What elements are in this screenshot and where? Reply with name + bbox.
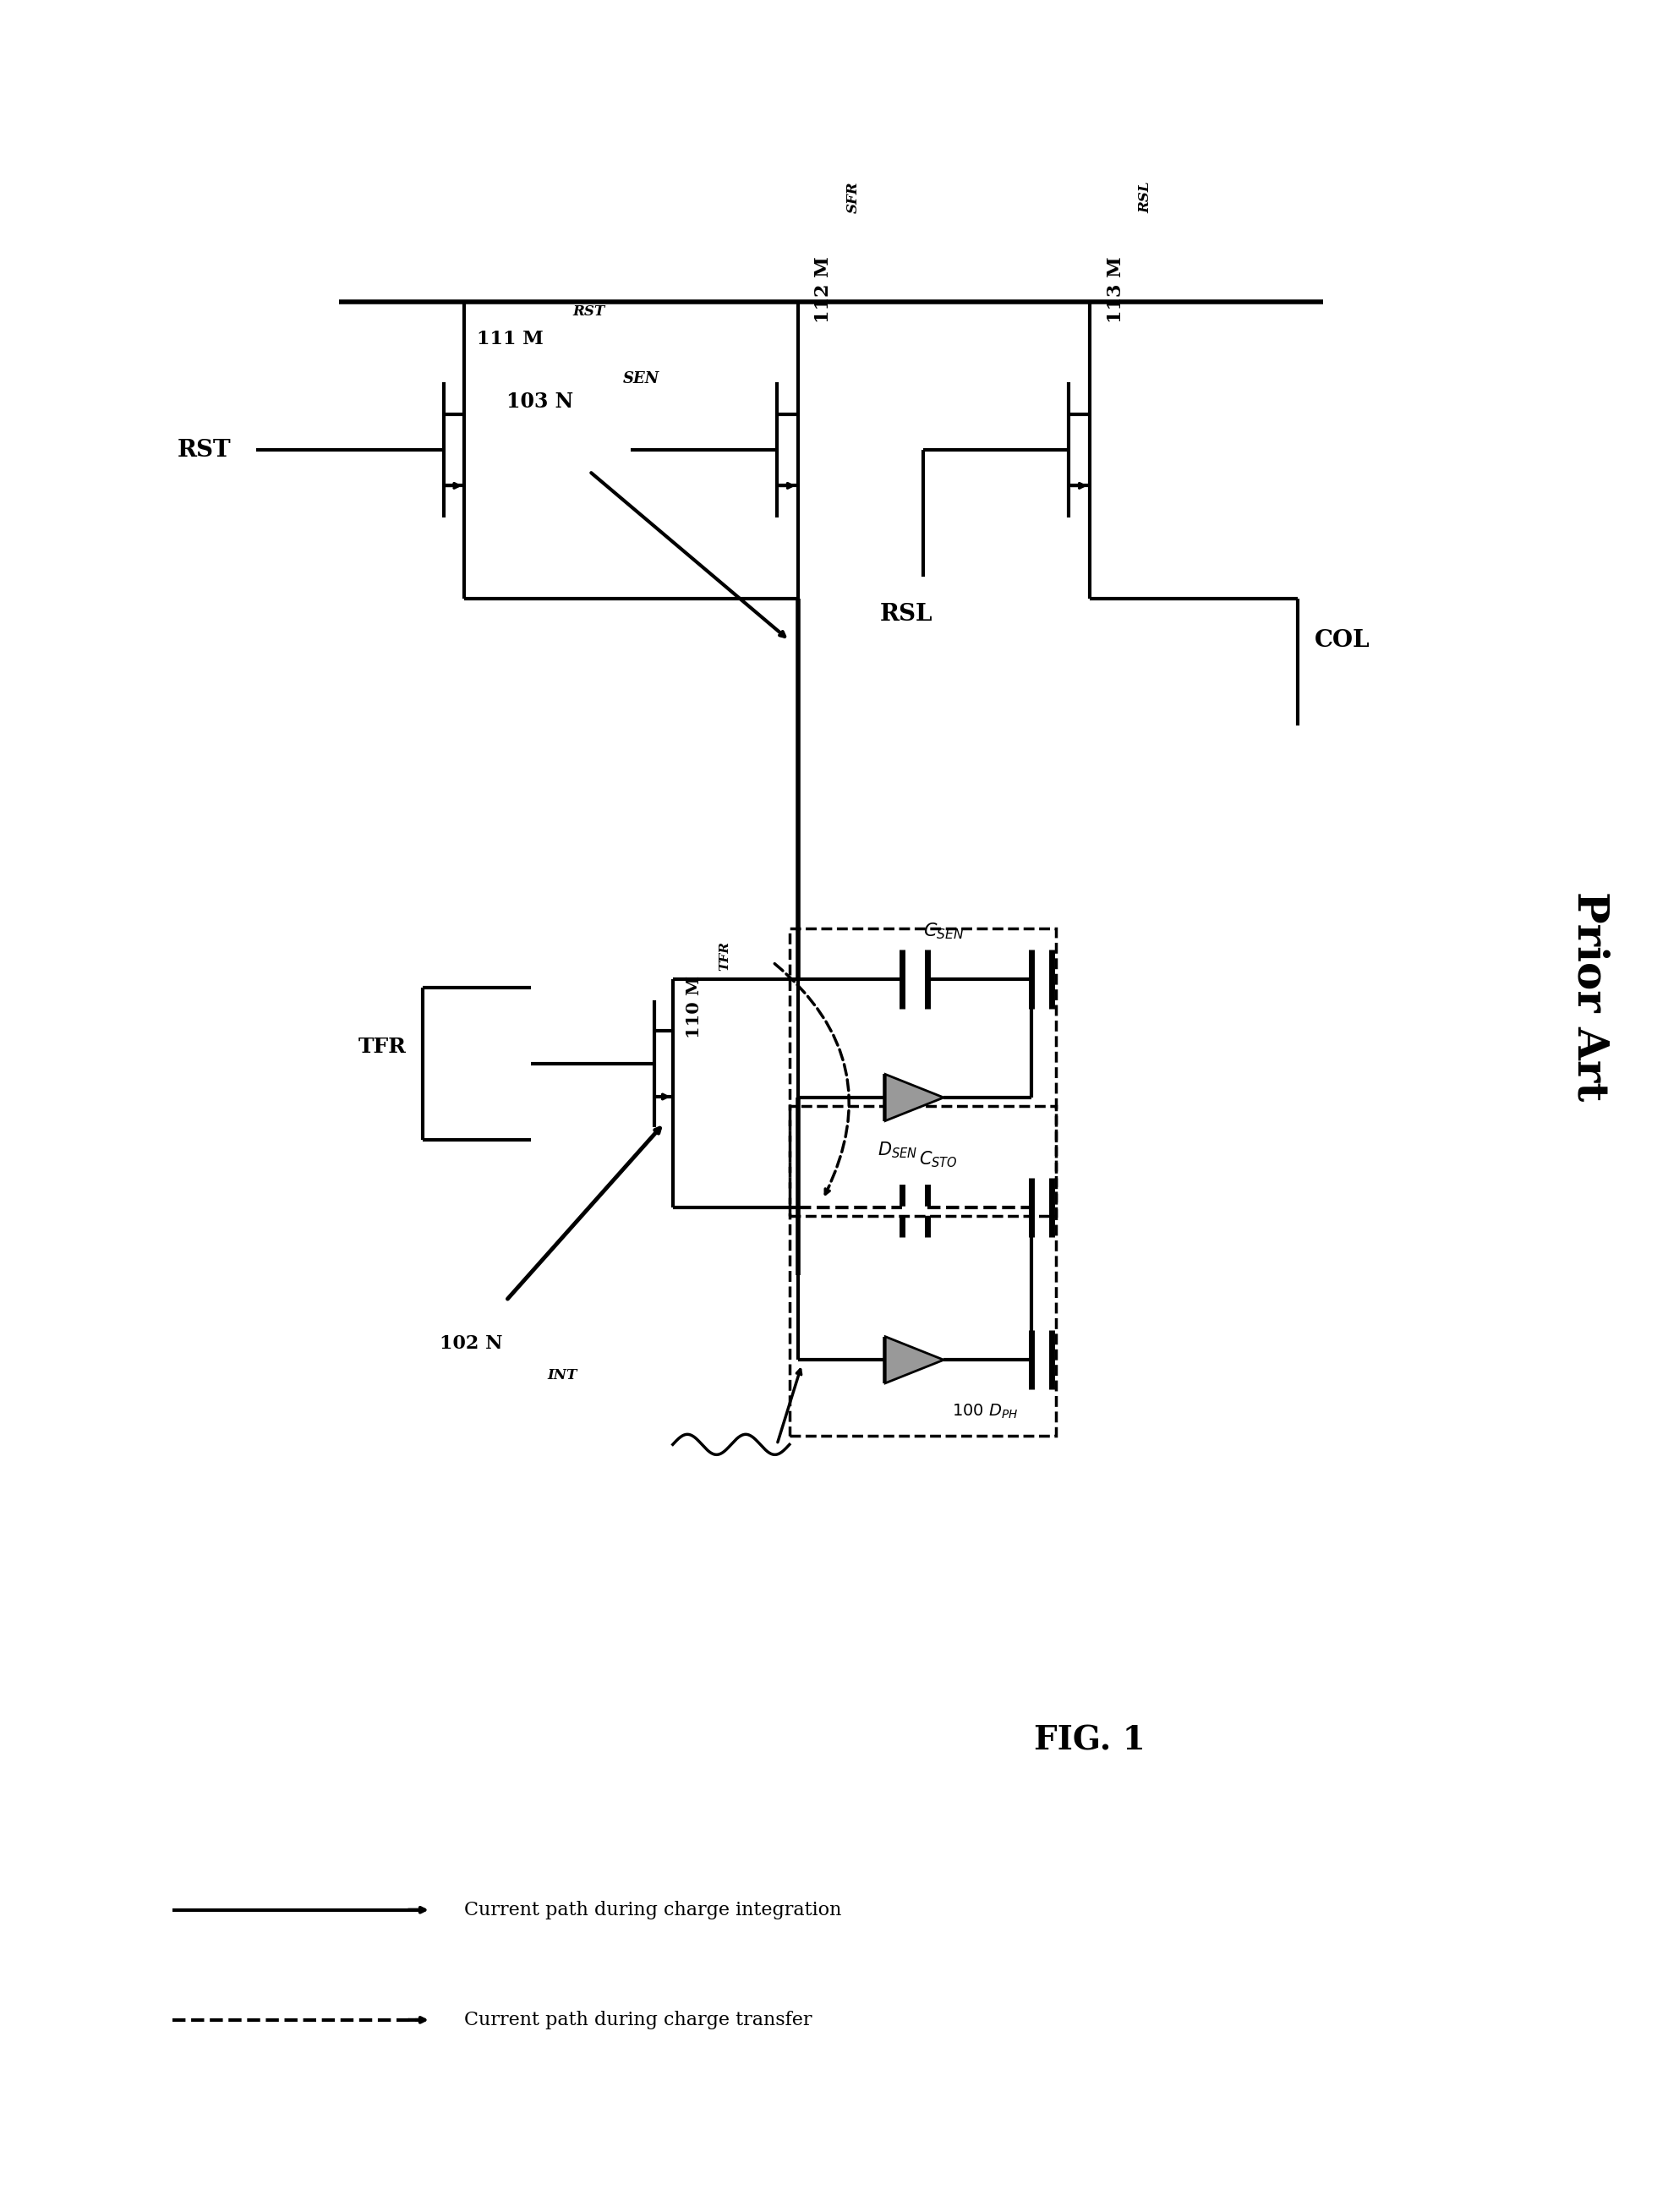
Text: 113 M: 113 M — [1106, 257, 1125, 323]
Text: $100\ D_{PH}$: $100\ D_{PH}$ — [952, 1402, 1019, 1420]
Bar — [789, 1106, 1056, 1436]
Text: SEN: SEN — [623, 372, 660, 387]
Text: RST: RST — [573, 305, 604, 319]
Text: TFR: TFR — [358, 1037, 406, 1057]
Polygon shape — [885, 1075, 944, 1121]
Text: Prior Art: Prior Art — [1570, 891, 1610, 1102]
Text: RSL: RSL — [880, 602, 932, 626]
Text: SFR: SFR — [846, 181, 861, 212]
Text: $D_{SEN}$: $D_{SEN}$ — [878, 1139, 918, 1159]
Bar — [789, 929, 1056, 1217]
Text: FIG. 1: FIG. 1 — [1034, 1725, 1145, 1756]
Text: RSL: RSL — [1138, 181, 1152, 212]
Text: $C_{SEN}$: $C_{SEN}$ — [923, 920, 964, 940]
Text: 112 M: 112 M — [814, 257, 833, 323]
Text: Current path during charge integration: Current path during charge integration — [465, 1900, 841, 1920]
Text: TFR: TFR — [719, 940, 730, 971]
Text: Current path during charge transfer: Current path during charge transfer — [465, 2011, 813, 2028]
Polygon shape — [885, 1336, 944, 1382]
Text: 111 M: 111 M — [477, 330, 544, 349]
Text: 103 N: 103 N — [505, 392, 573, 411]
Text: INT: INT — [547, 1369, 578, 1382]
Text: 102 N: 102 N — [440, 1334, 502, 1354]
Text: 110 M: 110 M — [685, 975, 702, 1037]
Text: $C_{STO}$: $C_{STO}$ — [918, 1150, 957, 1170]
Text: RST: RST — [178, 438, 232, 462]
Text: COL: COL — [1315, 628, 1370, 653]
